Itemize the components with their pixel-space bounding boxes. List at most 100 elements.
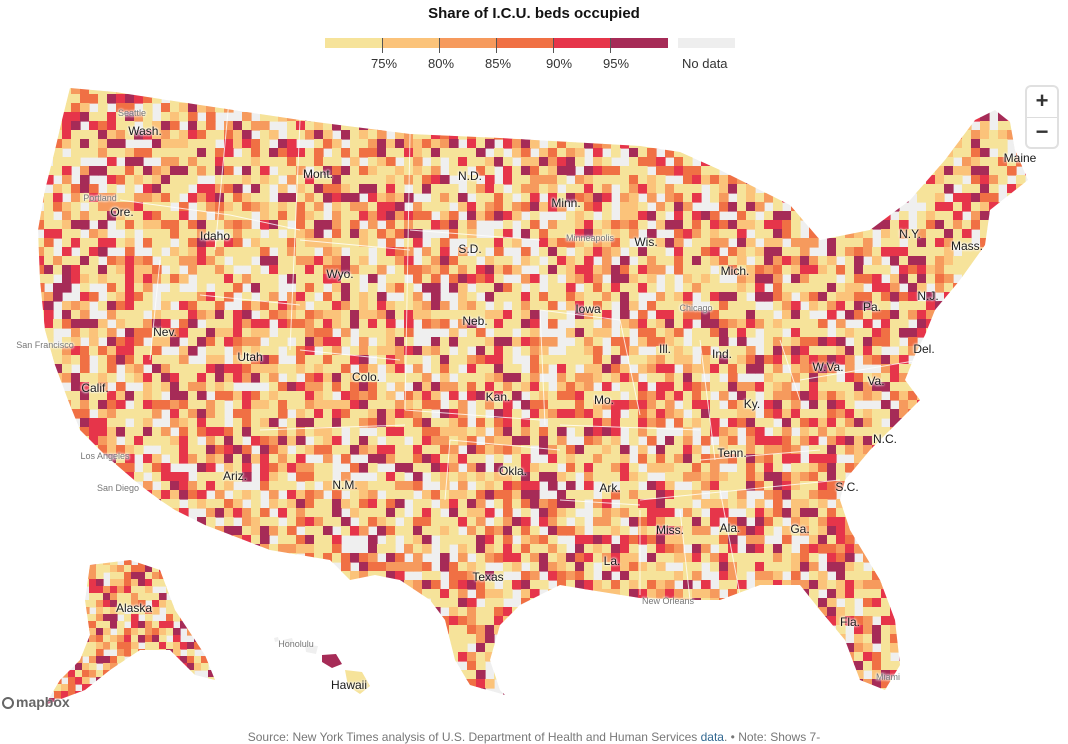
county-cell (431, 571, 441, 581)
county-cell (548, 220, 558, 230)
county-cell (971, 112, 981, 122)
county-cell (701, 436, 711, 446)
county-cell (71, 391, 81, 401)
county-cell (143, 328, 153, 338)
county-cell (260, 364, 270, 374)
county-cell (746, 283, 756, 293)
county-cell (989, 139, 999, 149)
county-cell (359, 346, 369, 356)
county-cell (449, 148, 459, 158)
county-cell (1007, 355, 1017, 365)
county-cell (170, 454, 180, 464)
county-cell (125, 157, 135, 167)
county-cell (827, 139, 837, 149)
county-cell (143, 166, 153, 176)
county-cell (269, 445, 279, 455)
county-cell (134, 202, 144, 212)
county-cell (872, 454, 882, 464)
county-cell (512, 202, 522, 212)
county-cell (1007, 508, 1017, 518)
county-cell (638, 220, 648, 230)
county-cell (1007, 445, 1017, 455)
county-cell (593, 445, 603, 455)
county-cell (692, 247, 702, 257)
county-cell (566, 445, 576, 455)
county-cell (215, 454, 225, 464)
county-cell (332, 346, 342, 356)
county-cell (773, 157, 783, 167)
county-cell (611, 544, 621, 554)
county-cell (386, 427, 396, 437)
county-cell (998, 94, 1008, 104)
county-cell (710, 508, 720, 518)
county-cell (278, 535, 288, 545)
county-cell (38, 364, 45, 374)
county-cell (926, 103, 936, 113)
county-cell (449, 463, 459, 473)
county-cell (413, 508, 423, 518)
county-cell (341, 112, 351, 122)
county-cell (278, 571, 288, 581)
county-cell (323, 220, 333, 230)
county-cell (665, 481, 675, 491)
county-cell (908, 112, 918, 122)
county-cell (350, 220, 360, 230)
county-cell (872, 544, 882, 554)
county-cell (1025, 418, 1028, 428)
county-cell (152, 148, 162, 158)
county-cell (44, 139, 54, 149)
county-cell (98, 472, 108, 482)
county-cell (656, 517, 666, 527)
county-cell (647, 463, 657, 473)
county-cell (620, 166, 630, 176)
county-cell (224, 283, 234, 293)
county-cell (647, 373, 657, 383)
county-cell (269, 112, 279, 122)
county-cell (701, 310, 711, 320)
county-cell (539, 130, 549, 140)
county-cell (53, 148, 63, 158)
county-cell (278, 256, 288, 266)
county-cell (89, 112, 99, 122)
county-cell (431, 319, 441, 329)
county-cell (539, 535, 549, 545)
county-cell (530, 373, 540, 383)
county-cell (791, 472, 801, 482)
map-canvas[interactable] (0, 80, 1068, 720)
county-cell (53, 373, 63, 383)
county-cell (296, 427, 306, 437)
choropleth-map[interactable]: Wash. Ore. Calif. Nev. Idaho Mont. Wyo. Utah Col… (0, 80, 1068, 720)
county-cell (638, 274, 648, 284)
county-cell (575, 229, 585, 239)
county-cell (215, 445, 225, 455)
county-cell (782, 382, 792, 392)
county-cell (1025, 427, 1028, 437)
county-cell (476, 283, 486, 293)
county-cell (107, 454, 117, 464)
county-cell (998, 148, 1008, 158)
county-cell (719, 499, 729, 509)
county-cell (224, 148, 234, 158)
county-cell (656, 94, 666, 104)
county-cell (962, 337, 972, 347)
county-cell (449, 391, 459, 401)
county-cell (413, 202, 423, 212)
county-cell (296, 211, 306, 221)
county-cell (368, 229, 378, 239)
county-cell (836, 517, 846, 527)
county-cell (827, 202, 837, 212)
county-cell (206, 382, 216, 392)
county-cell (755, 499, 765, 509)
county-cell (629, 391, 639, 401)
county-cell (854, 238, 864, 248)
county-cell (881, 88, 891, 95)
county-cell (944, 310, 954, 320)
county-cell (332, 229, 342, 239)
county-cell (431, 265, 441, 275)
county-cell (764, 184, 774, 194)
county-cell (872, 553, 882, 563)
county-cell (314, 400, 324, 410)
county-cell (782, 301, 792, 311)
county-cell (251, 193, 261, 203)
county-cell (494, 247, 504, 257)
